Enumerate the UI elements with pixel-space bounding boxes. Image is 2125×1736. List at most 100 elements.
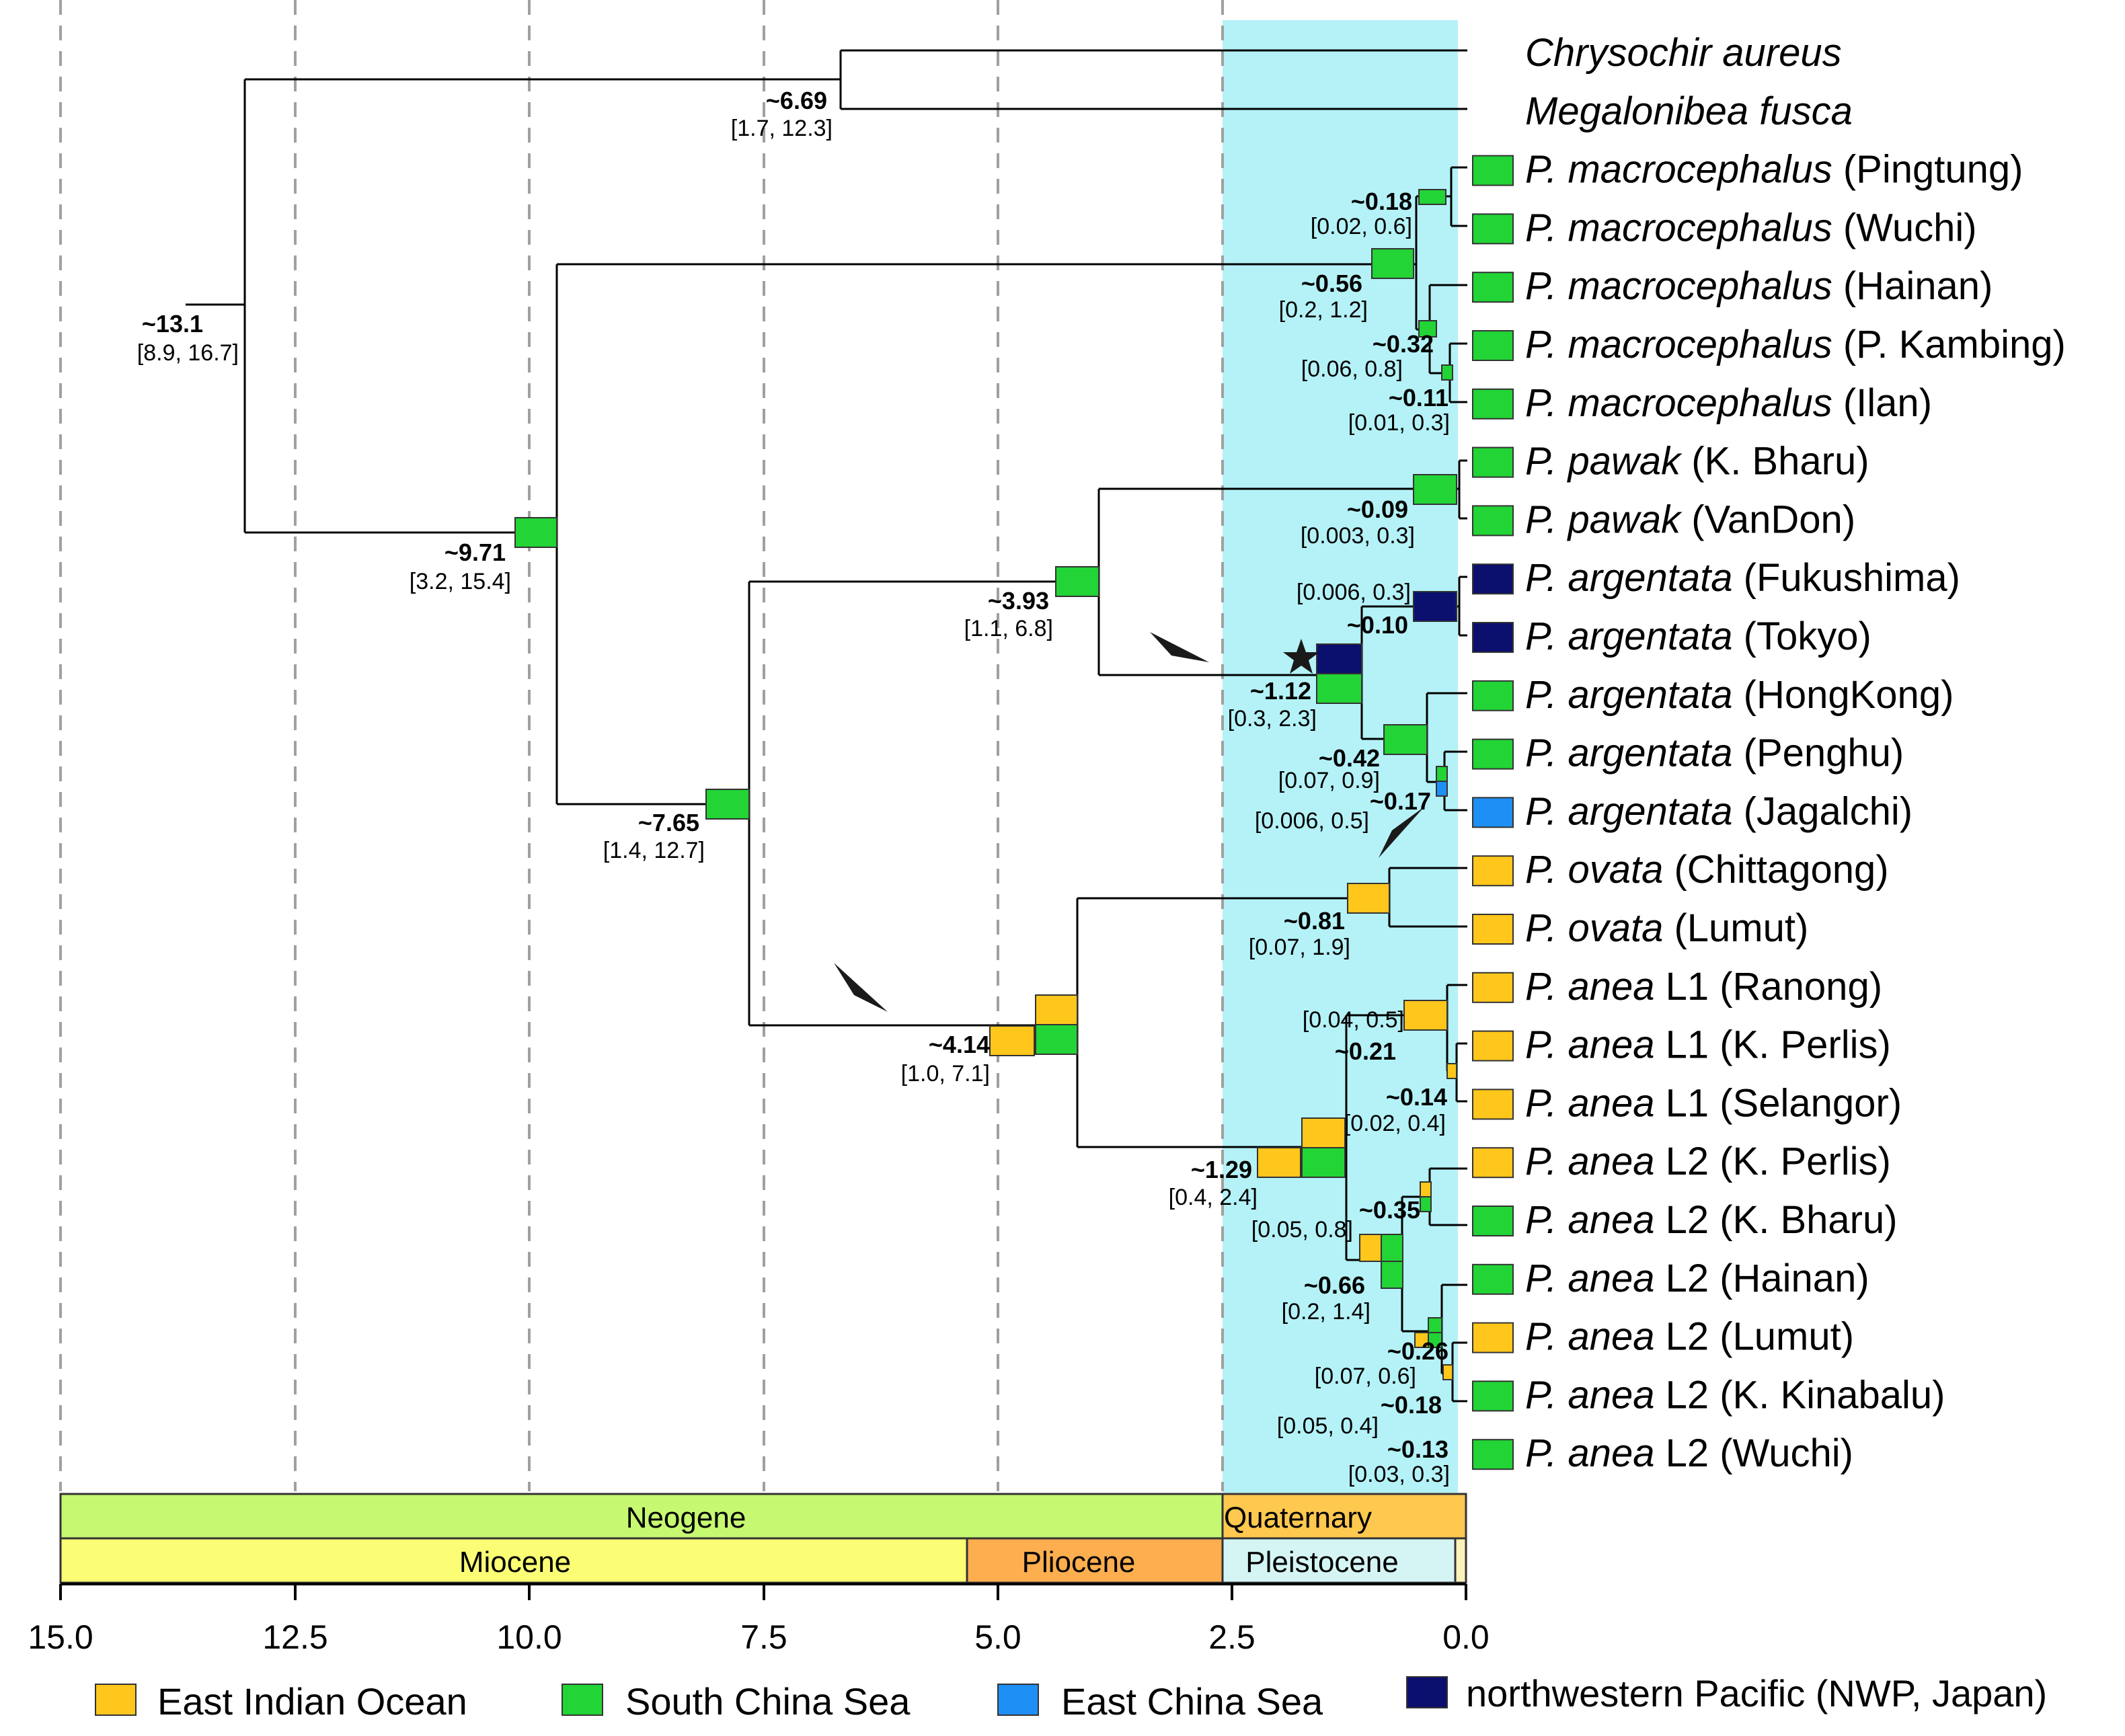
tip-label: P. argentata (Tokyo)	[1525, 615, 1871, 658]
tip-label: P. anea L2 (Hainan)	[1525, 1257, 1869, 1300]
node-hpd: [1.4, 12.7]	[603, 838, 705, 863]
tip-label: Chrysochir aureus	[1525, 31, 1842, 75]
node-age: ~0.35	[1359, 1196, 1420, 1224]
tip-label: P. argentata (Penghu)	[1525, 732, 1904, 775]
node-hpd: [0.3, 2.3]	[1228, 706, 1317, 732]
state-box	[1442, 1364, 1453, 1380]
state-box	[1381, 1261, 1403, 1289]
state-box	[1420, 1196, 1432, 1212]
tip-label: P. anea L2 (Lumut)	[1525, 1315, 1854, 1359]
tick-label: 7.5	[740, 1618, 787, 1656]
node-age: ~9.71	[445, 539, 506, 566]
node-hpd: [0.006, 0.5]	[1255, 808, 1369, 834]
node-hpd: [0.03, 0.3]	[1348, 1462, 1450, 1487]
tip-region-box	[1472, 1030, 1514, 1062]
node-hpd: [0.006, 0.3]	[1297, 580, 1411, 605]
tick-label: 15.0	[28, 1618, 93, 1656]
state-box	[1316, 673, 1362, 704]
tip-region-box	[1472, 446, 1514, 478]
state-box	[1413, 591, 1457, 622]
tip-region-box	[1472, 855, 1514, 887]
time-axis	[59, 1583, 1467, 1600]
tip-labels: Chrysochir aureus Megalonibea fusca P. mac…	[1525, 31, 2066, 1475]
node-hpd: [0.05, 0.8]	[1251, 1217, 1353, 1242]
node-age: ~0.09	[1347, 496, 1408, 523]
state-box	[1403, 1000, 1448, 1031]
state-box	[1359, 1234, 1382, 1262]
node-age: ~1.12	[1250, 677, 1311, 705]
pliocene-label: Pliocene	[1022, 1546, 1136, 1579]
tip-label: P. ovata (Chittagong)	[1525, 848, 1889, 892]
tip-region-box	[1472, 213, 1514, 245]
tip-region-box	[1472, 1147, 1514, 1179]
node-age: ~0.42	[1319, 744, 1380, 772]
node-hpd: [0.4, 2.4]	[1169, 1185, 1258, 1210]
tip-label: P. anea L1 (K. Perlis)	[1525, 1023, 1891, 1067]
node-age: ~0.21	[1335, 1037, 1396, 1065]
quaternary-label: Quaternary	[1224, 1501, 1372, 1534]
state-box	[1436, 781, 1448, 797]
node-age: ~0.56	[1301, 270, 1362, 297]
miocene-label: Miocene	[459, 1546, 571, 1579]
state-box	[1257, 1147, 1301, 1178]
node-hpd: [0.02, 0.6]	[1311, 214, 1412, 239]
epoch-pleistocene	[1221, 1537, 1457, 1584]
epoch-holocene	[1454, 1537, 1467, 1584]
tip-region-box	[1472, 797, 1514, 828]
node-hpd: [0.07, 0.6]	[1315, 1364, 1416, 1389]
node-hpd: [1.7, 12.3]	[731, 116, 833, 141]
tip-region-box	[1472, 1263, 1514, 1295]
node-hpd: [0.02, 0.4]	[1344, 1111, 1446, 1136]
state-box	[989, 1025, 1035, 1056]
tip-region-box	[1472, 155, 1514, 186]
node-age: ~0.66	[1304, 1271, 1365, 1299]
node-age: ~0.18	[1351, 188, 1412, 215]
node-age: ~0.17	[1370, 787, 1431, 815]
legend-label-eio: East Indian Ocean	[157, 1680, 467, 1723]
node-hpd: [0.003, 0.3]	[1301, 523, 1415, 549]
state-box	[1035, 1024, 1078, 1055]
state-box	[1418, 189, 1446, 205]
node-age: ~4.14	[929, 1031, 990, 1058]
node-hpd: [0.2, 1.4]	[1282, 1299, 1370, 1325]
node-age: ~0.18	[1381, 1391, 1442, 1419]
tip-region-box	[1472, 972, 1514, 1003]
node-age-labels: ~13.1 [8.9, 16.7] ~6.69 [1.7, 12.3] ~9.7…	[137, 87, 1450, 1487]
state-box	[1428, 1317, 1442, 1333]
state-box	[1316, 643, 1362, 674]
tip-region-box	[1472, 914, 1514, 945]
state-box	[1371, 248, 1414, 279]
tip-region-box	[1472, 1380, 1514, 1412]
node-age: ~0.81	[1284, 907, 1345, 935]
node-hpd: [0.05, 0.4]	[1277, 1413, 1379, 1439]
state-box	[1301, 1147, 1346, 1178]
node-age: ~3.93	[988, 587, 1049, 615]
tip-label: P. anea L2 (K. Bharu)	[1525, 1198, 1898, 1242]
tip-region-box	[1472, 1206, 1514, 1236]
arrowhead-1	[1150, 632, 1209, 662]
epoch-pliocene	[966, 1537, 1224, 1584]
tip-region-box	[1472, 622, 1514, 653]
node-age: ~0.26	[1387, 1337, 1448, 1365]
tip-label: P. argentata (Fukushima)	[1525, 556, 1960, 600]
node-age: ~0.13	[1387, 1435, 1448, 1463]
tip-region-box	[1472, 1089, 1514, 1120]
tip-label: P. ovata (Lumut)	[1525, 906, 1808, 950]
state-box	[1441, 364, 1453, 381]
tip-region-box	[1472, 330, 1514, 361]
tip-label: P. argentata (HongKong)	[1525, 673, 1954, 717]
legend-swatch-eio	[95, 1684, 137, 1716]
star-marker	[1283, 639, 1319, 674]
legend-label-ecs: East China Sea	[1061, 1680, 1323, 1723]
state-box	[1035, 994, 1078, 1025]
state-box	[1413, 474, 1457, 505]
node-age: ~6.69	[766, 87, 827, 114]
time-gridlines	[59, 0, 1224, 1491]
state-box	[1301, 1117, 1346, 1148]
legend-swatch-nwp	[1406, 1676, 1448, 1708]
tip-region-box	[1472, 1322, 1514, 1353]
state-box	[1381, 1234, 1403, 1262]
node-hpd: [8.9, 16.7]	[137, 340, 239, 366]
state-box	[1446, 1063, 1457, 1079]
tip-label: P. macrocephalus (Pingtung)	[1525, 148, 2023, 192]
